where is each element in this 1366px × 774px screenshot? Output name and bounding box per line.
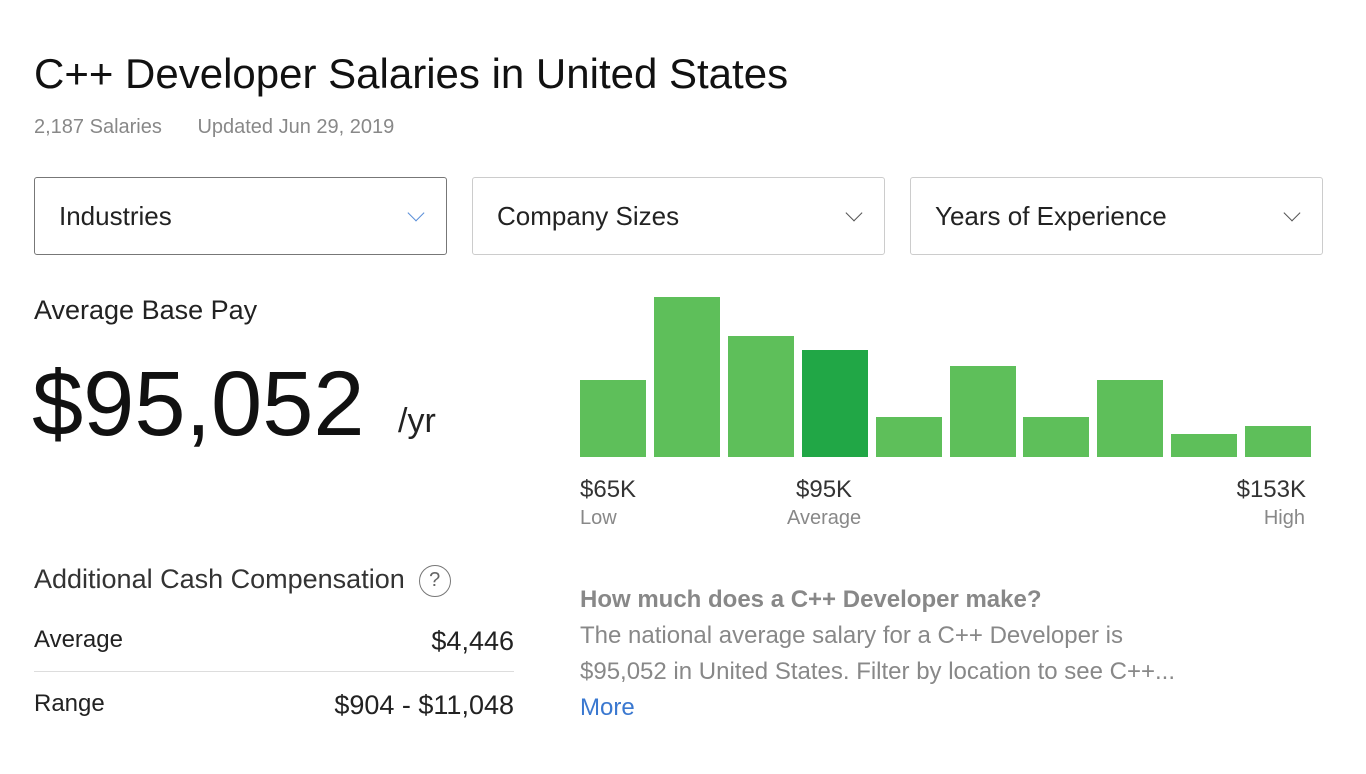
chevron-down-icon bbox=[845, 204, 863, 222]
more-link[interactable]: More bbox=[580, 694, 635, 721]
page-title: C++ Developer Salaries in United States bbox=[34, 50, 789, 97]
low-value: $65K bbox=[580, 476, 637, 503]
chevron-down-icon bbox=[1283, 204, 1301, 222]
additional-comp-label: Additional Cash Compensation bbox=[34, 564, 405, 594]
low-label: Low bbox=[580, 507, 617, 529]
dropdown-label: Industries bbox=[59, 200, 172, 231]
additional-range-row: Range $904 - $11,048 bbox=[34, 690, 514, 721]
histogram-bar[interactable] bbox=[1171, 434, 1238, 457]
updated-date: Updated Jun 29, 2019 bbox=[197, 116, 395, 138]
about-line-1: The national average salary for a C++ De… bbox=[580, 622, 1123, 649]
salary-count: 2,187 Salaries bbox=[34, 116, 162, 138]
help-icon[interactable]: ? bbox=[418, 564, 451, 597]
industries-dropdown[interactable]: Industries bbox=[34, 177, 447, 255]
base-pay-amount: $95,052 bbox=[32, 353, 365, 455]
chevron-down-icon bbox=[407, 204, 425, 222]
row-label: Average bbox=[34, 626, 123, 653]
base-pay-label: Average Base Pay bbox=[34, 295, 258, 325]
histogram-bar[interactable] bbox=[875, 417, 942, 457]
histogram-bar[interactable] bbox=[653, 297, 720, 457]
histogram-bar[interactable] bbox=[1245, 426, 1312, 457]
histogram-bar[interactable] bbox=[580, 380, 646, 457]
additional-average-row: Average $4,446 bbox=[34, 626, 514, 672]
row-label: Range bbox=[34, 690, 105, 717]
histogram-bar[interactable] bbox=[1097, 380, 1164, 457]
average-value: $95K bbox=[796, 476, 853, 503]
company-sizes-dropdown[interactable]: Company Sizes bbox=[472, 177, 885, 255]
average-label: Average bbox=[787, 507, 862, 529]
about-question: How much does a C++ Developer make? bbox=[580, 586, 1042, 613]
row-value: $904 - $11,048 bbox=[334, 690, 514, 720]
histogram-bar[interactable] bbox=[727, 336, 794, 457]
high-label: High bbox=[1263, 507, 1305, 529]
page-meta: 2,187 Salaries Updated Jun 29, 2019 bbox=[34, 116, 424, 139]
histogram-bar[interactable] bbox=[949, 366, 1016, 457]
base-pay-unit: /yr bbox=[398, 402, 436, 440]
additional-comp-title: Additional Cash Compensation? bbox=[34, 564, 451, 597]
histogram-bar[interactable] bbox=[1023, 417, 1090, 457]
about-line-2: $95,052 in United States. Filter by loca… bbox=[580, 658, 1176, 685]
dropdown-label: Company Sizes bbox=[497, 200, 680, 231]
dropdown-label: Years of Experience bbox=[935, 200, 1167, 231]
row-value: $4,446 bbox=[431, 626, 514, 656]
high-value: $153K bbox=[1236, 476, 1306, 503]
histogram-bar[interactable] bbox=[801, 350, 868, 457]
experience-dropdown[interactable]: Years of Experience bbox=[910, 177, 1323, 255]
